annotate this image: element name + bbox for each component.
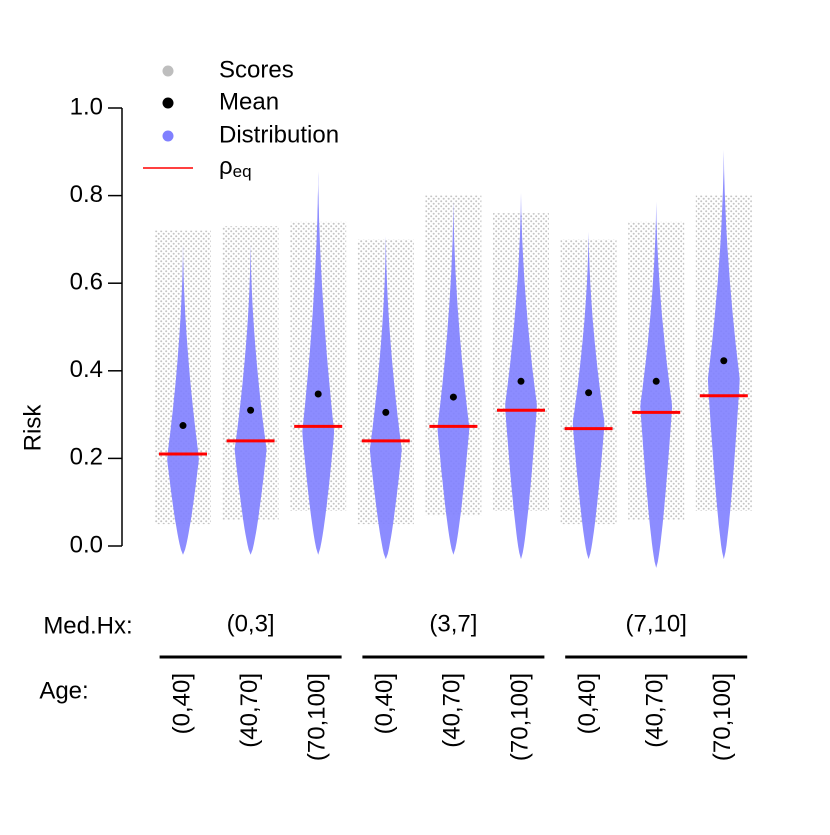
y-axis-label: Risk xyxy=(19,404,46,452)
mean-point xyxy=(449,393,457,401)
y-tick-label: 0.4 xyxy=(70,356,103,383)
legend-swatch xyxy=(162,97,174,109)
age-label: (70,100] xyxy=(506,673,533,761)
age-label: (70,100] xyxy=(304,673,331,761)
y-tick-label: 0.2 xyxy=(70,444,103,471)
legend-label: ρeq xyxy=(219,153,252,181)
legend-label: Distribution xyxy=(219,121,339,148)
legend-swatch xyxy=(162,130,174,142)
mean-point xyxy=(314,390,322,398)
group-label: (0,3] xyxy=(227,610,275,637)
mean-point xyxy=(247,406,255,414)
age-label: (0,40] xyxy=(371,673,398,734)
group-label: (7,10] xyxy=(626,610,687,637)
mean-point xyxy=(179,422,187,430)
mean-point xyxy=(382,408,390,416)
mean-point xyxy=(585,389,593,397)
y-tick-label: 0.6 xyxy=(70,269,103,296)
age-label: (40,70] xyxy=(439,673,466,748)
age-label: (0,40] xyxy=(574,673,601,734)
violin xyxy=(437,195,470,555)
mean-point xyxy=(517,377,525,385)
legend-subscript: eq xyxy=(233,162,252,181)
y-tick-label: 1.0 xyxy=(70,93,103,120)
factor-label: Med.Hx: xyxy=(43,612,132,639)
group-label: (3,7] xyxy=(429,610,477,637)
legend-swatch xyxy=(162,65,174,77)
violin xyxy=(167,239,199,555)
legend-symbol: ρ xyxy=(219,153,233,180)
legend-label: Mean xyxy=(219,88,279,115)
age-label: (70,100] xyxy=(709,673,736,761)
age-label: (40,70] xyxy=(236,673,263,748)
legend-label: Scores xyxy=(219,56,294,83)
factor-label: Age: xyxy=(39,677,88,704)
y-tick-label: 0.8 xyxy=(70,181,103,208)
mean-point xyxy=(652,377,660,385)
violin xyxy=(234,239,267,555)
y-tick-label: 0.0 xyxy=(70,531,103,558)
age-label: (0,40] xyxy=(168,673,195,734)
violin xyxy=(707,143,740,560)
violin xyxy=(302,164,335,555)
violin xyxy=(369,230,402,560)
violin xyxy=(505,186,537,560)
mean-point xyxy=(720,357,728,365)
age-label: (40,70] xyxy=(642,673,669,748)
